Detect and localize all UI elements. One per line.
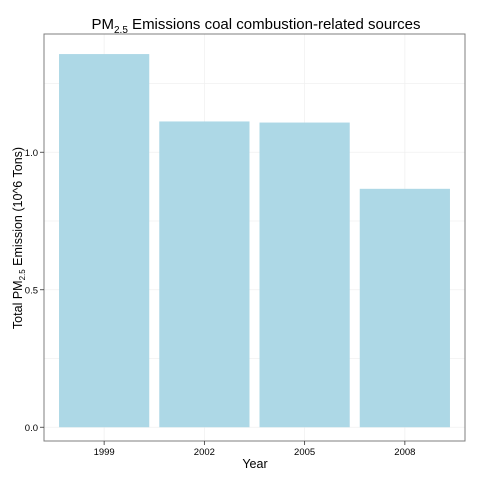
bar-2005 bbox=[259, 122, 350, 428]
x-tick-label: 2002 bbox=[194, 447, 215, 458]
y-axis-label-pre: Total PM bbox=[11, 280, 25, 329]
chart-title: PM2.5 Emissions coal combustion-related … bbox=[91, 16, 420, 36]
bar-1999 bbox=[59, 54, 150, 428]
bars bbox=[59, 54, 450, 428]
y-tick-label: 0.0 bbox=[25, 423, 38, 434]
y-tick-label: 0.5 bbox=[25, 285, 38, 296]
bar-2002 bbox=[159, 121, 250, 428]
bar-2008 bbox=[359, 188, 450, 428]
y-axis-label: Total PM2.5 Emission (10^6 Tons) bbox=[11, 147, 27, 329]
chart-title-pre: PM bbox=[91, 16, 114, 33]
chart-title-post: Emissions coal combustion-related source… bbox=[128, 16, 421, 33]
y-axis-label-post: Emission (10^6 Tons) bbox=[11, 147, 25, 269]
x-ticks: 1999 2002 2005 2008 bbox=[94, 441, 415, 458]
y-ticks: 0.0 0.5 1.0 bbox=[25, 148, 44, 434]
x-tick-label: 2005 bbox=[294, 447, 315, 458]
chart-title-sub: 2.5 bbox=[114, 25, 128, 36]
x-tick-label: 2008 bbox=[394, 447, 415, 458]
y-axis-label-sub: 2.5 bbox=[18, 269, 27, 281]
panel-border bbox=[43, 33, 466, 442]
x-tick-label: 1999 bbox=[94, 447, 115, 458]
x-axis-label: Year bbox=[242, 457, 267, 471]
y-tick-label: 1.0 bbox=[25, 148, 38, 159]
